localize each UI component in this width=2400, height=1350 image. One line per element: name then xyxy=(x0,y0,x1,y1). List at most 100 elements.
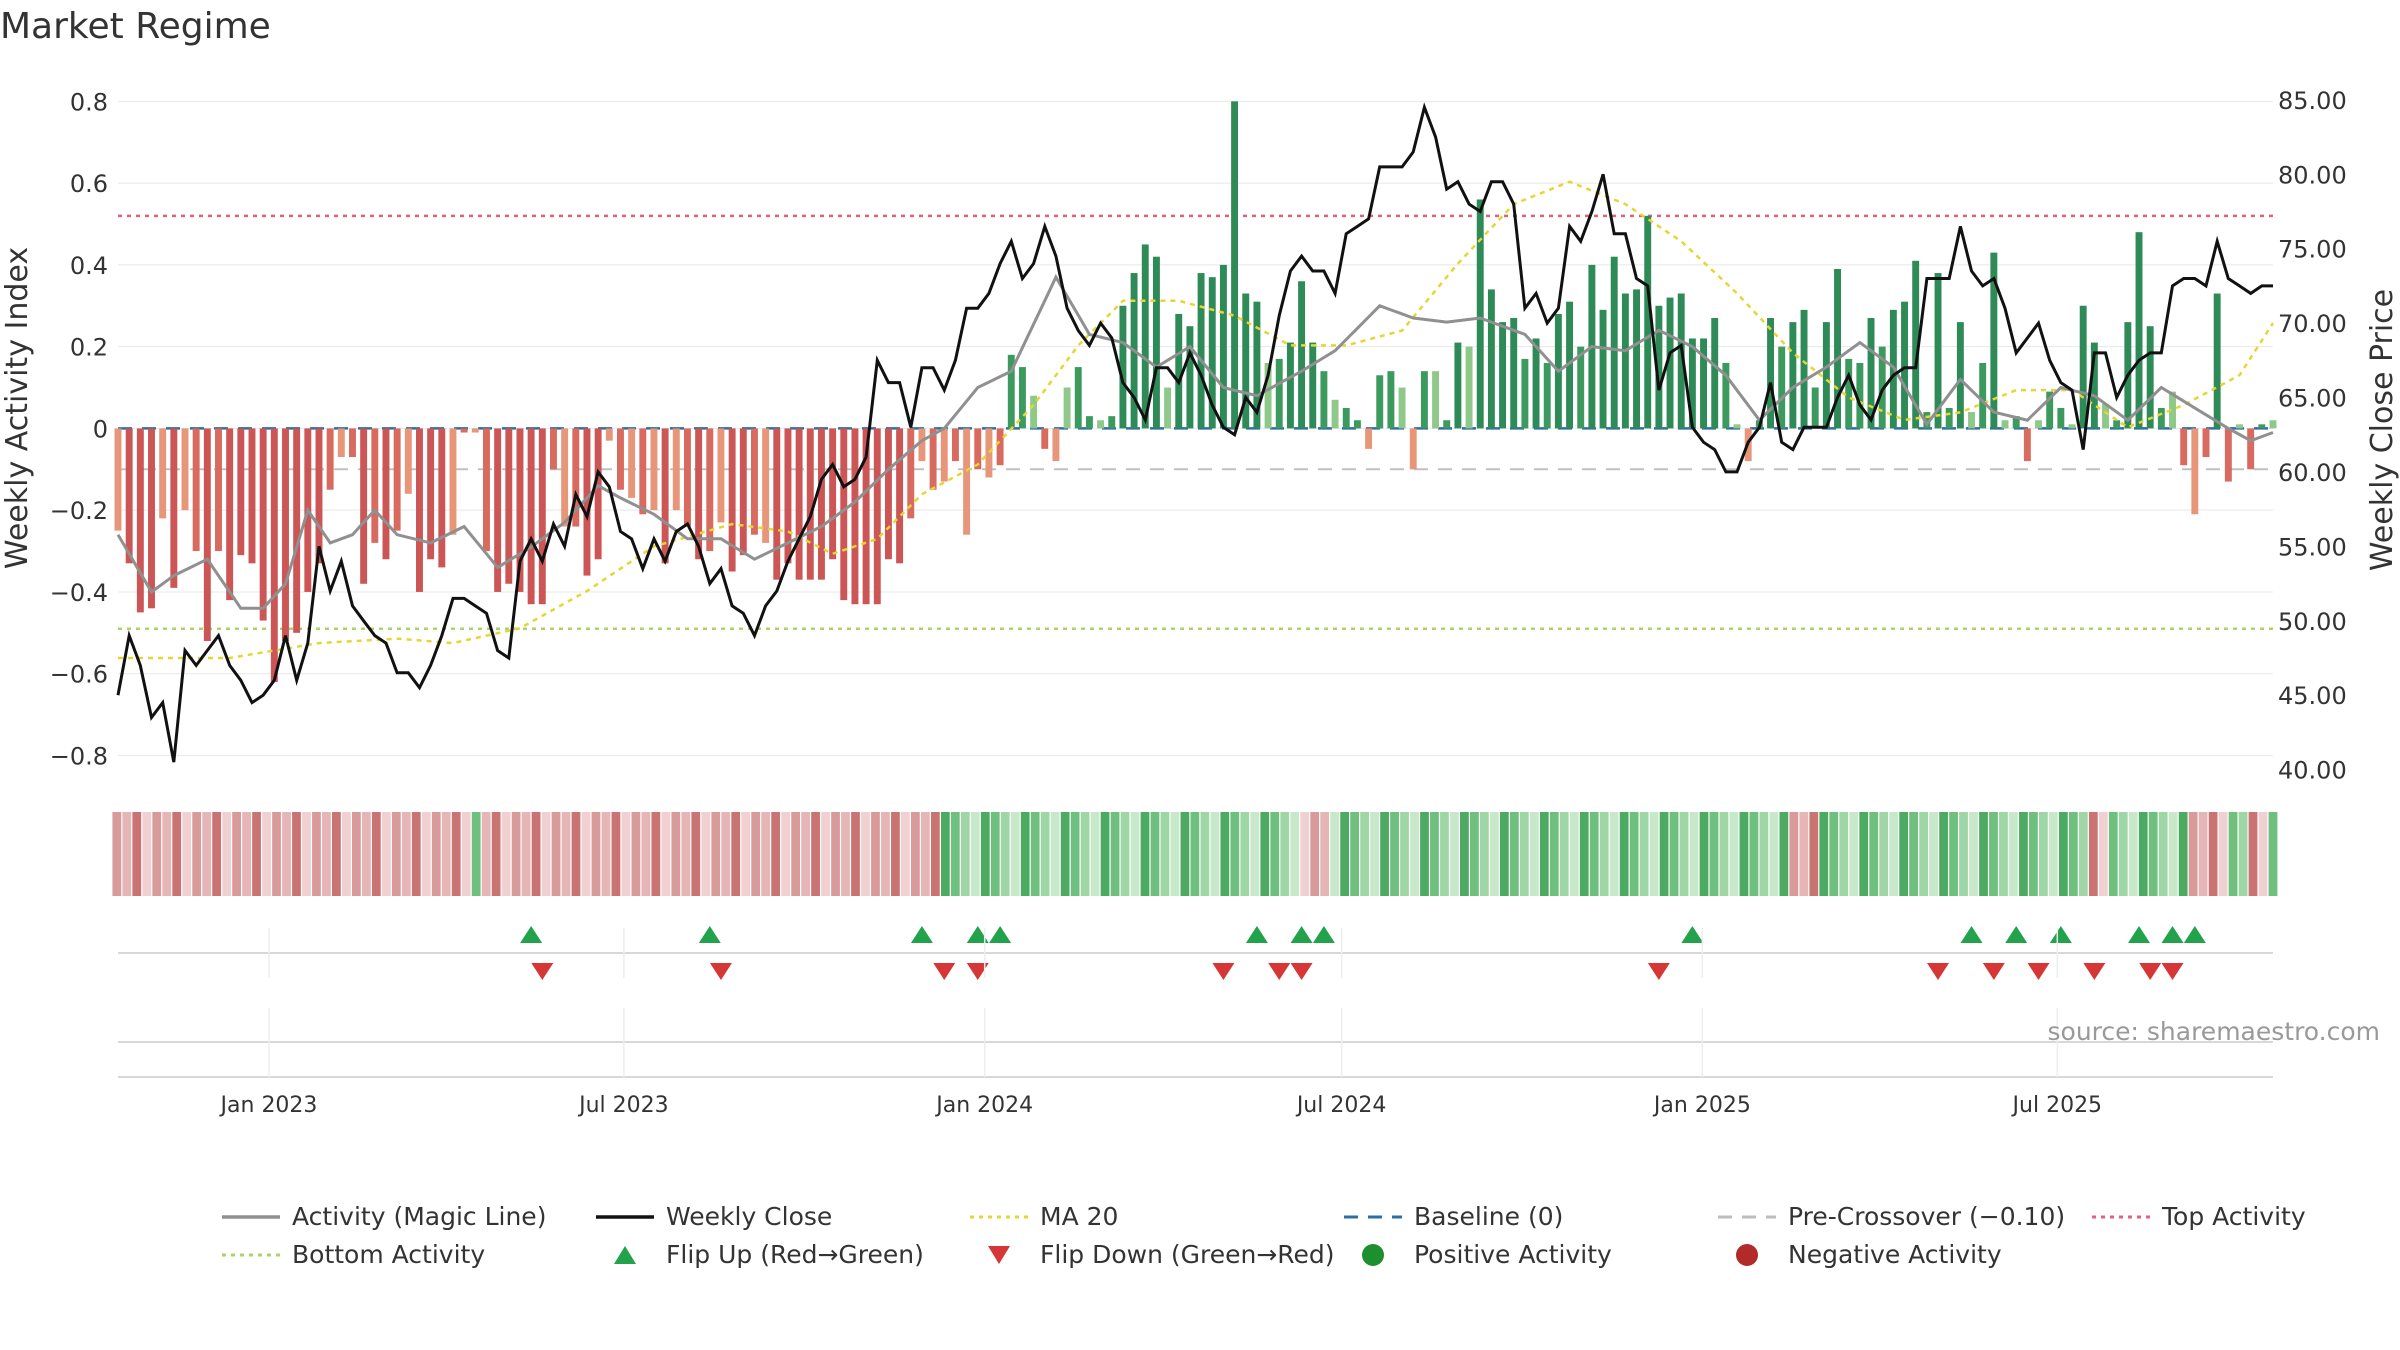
regime-cell xyxy=(621,812,631,896)
activity-bar xyxy=(1309,342,1317,429)
regime-cell xyxy=(841,812,850,896)
activity-bar xyxy=(985,428,993,478)
regime-cell xyxy=(1579,812,1589,896)
activity-bar xyxy=(750,428,758,535)
activity-bar xyxy=(1041,428,1049,449)
activity-bar xyxy=(282,428,289,641)
activity-bar xyxy=(873,428,881,605)
activity-bar xyxy=(326,428,334,490)
regime-cell xyxy=(2039,812,2048,896)
regime-cell xyxy=(1639,812,1649,896)
regime-cell xyxy=(1929,812,1938,896)
activity-bar xyxy=(2057,407,2065,429)
regime-cell xyxy=(2009,812,2018,896)
regime-cell xyxy=(1190,812,1200,896)
flip-down-marker xyxy=(1290,963,1313,980)
regime-cell xyxy=(861,812,870,896)
activity-bar xyxy=(1789,322,1797,429)
regime-cell xyxy=(2258,812,2268,896)
regime-cell xyxy=(1849,812,1859,896)
regime-cell xyxy=(631,812,641,896)
regime-cell xyxy=(1080,812,1090,896)
activity-bar xyxy=(1644,215,1652,429)
regime-cell xyxy=(811,812,820,896)
regime-cell xyxy=(721,812,731,896)
activity-bar xyxy=(2157,407,2165,429)
activity-bar xyxy=(650,428,658,511)
legend-label: Positive Activity xyxy=(1414,1240,1612,1269)
regime-cell xyxy=(2078,812,2088,896)
activity-bar xyxy=(538,428,546,605)
regime-cell xyxy=(252,812,261,896)
activity-bar xyxy=(1566,301,1574,429)
regime-cell xyxy=(711,812,721,896)
activity-bar xyxy=(337,428,345,458)
date-tick-label: Jan 2025 xyxy=(1652,1093,1751,1118)
regime-cell xyxy=(1629,812,1639,896)
activity-bar xyxy=(1499,322,1507,429)
activity-bar xyxy=(672,428,680,511)
regime-cell xyxy=(2208,812,2218,896)
activity-bar xyxy=(1164,387,1172,429)
flip-down-marker xyxy=(1982,963,2005,980)
right-tick-label: 70.00 xyxy=(2278,310,2347,338)
activity-bar xyxy=(1365,428,1373,449)
regime-cell xyxy=(1160,812,1170,896)
activity-bar xyxy=(1532,338,1540,429)
regime-cell xyxy=(1380,812,1389,896)
activity-bar xyxy=(1052,428,1060,462)
activity-bar xyxy=(1934,273,1942,429)
source-credit: source: sharemaestro.com xyxy=(2048,1017,2381,1046)
activity-bar xyxy=(1298,281,1306,429)
activity-bar xyxy=(2001,420,2009,429)
regime-cell xyxy=(641,812,651,896)
activity-bar xyxy=(1990,252,1998,429)
regime-cell xyxy=(2088,812,2098,896)
activity-bar xyxy=(1219,264,1227,429)
activity-bar xyxy=(1063,387,1071,429)
regime-cell xyxy=(691,812,701,896)
regime-cell xyxy=(1170,812,1180,896)
activity-bar xyxy=(1912,260,1920,429)
regime-cell xyxy=(232,812,241,896)
activity-bar xyxy=(2079,305,2087,429)
activity-bar xyxy=(449,428,457,535)
activity-bar xyxy=(1722,363,1730,429)
activity-bar xyxy=(1253,301,1261,429)
regime-cell xyxy=(701,812,711,896)
activity-bar xyxy=(594,428,602,560)
legend-label: Flip Up (Red→Green) xyxy=(666,1240,924,1269)
flip-down-marker xyxy=(2083,963,2106,980)
activity-bar xyxy=(929,428,937,490)
regime-cell xyxy=(801,812,810,896)
series-lines xyxy=(116,102,2275,763)
regime-cell xyxy=(262,812,271,896)
regime-cell xyxy=(461,812,471,896)
regime-cell xyxy=(1769,812,1779,896)
right-tick-label: 40.00 xyxy=(2278,757,2347,785)
activity-bar xyxy=(404,428,412,494)
activity-bar xyxy=(1231,101,1239,429)
activity-bar xyxy=(1666,297,1674,429)
regime-cell xyxy=(1320,812,1330,896)
activity-bar xyxy=(181,428,189,511)
regime-cell xyxy=(1809,812,1819,896)
regime-cell xyxy=(2068,812,2078,896)
regime-cell xyxy=(1060,812,1070,896)
legend-label: Negative Activity xyxy=(1788,1240,2002,1269)
regime-cell xyxy=(342,812,351,896)
regime-cell xyxy=(1360,812,1369,896)
activity-bar xyxy=(963,428,971,535)
activity-bar xyxy=(293,428,301,633)
activity-bar xyxy=(1342,407,1350,429)
activity-bar xyxy=(2269,420,2277,429)
activity-bar xyxy=(393,428,401,531)
regime-cell xyxy=(162,812,172,896)
activity-bar xyxy=(851,428,859,605)
activity-bar xyxy=(2202,428,2210,458)
activity-bar xyxy=(706,428,714,552)
activity-bar xyxy=(1968,412,1975,429)
activity-bar xyxy=(2247,428,2255,470)
activity-bar xyxy=(1956,322,1964,429)
activity-bar xyxy=(616,428,624,490)
